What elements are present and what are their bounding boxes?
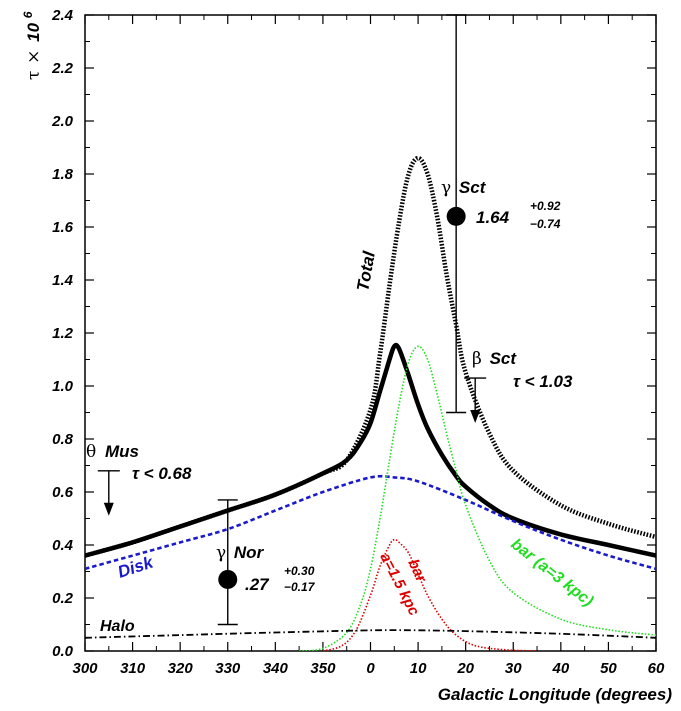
y-tick-label: 2.0 (51, 113, 74, 130)
x-tick-labels: 300 310 320 330 340 350 0 10 20 30 40 50 60 (72, 660, 665, 677)
y-tick-label: 1.0 (52, 378, 74, 395)
gamma-nor-plus: +0.30 (284, 564, 315, 578)
bar-1-5kpc-curve (322, 538, 538, 651)
bar-3kpc-curve (299, 345, 656, 651)
x-tick-label: 60 (648, 660, 665, 677)
x-tick-label: 0 (366, 660, 375, 677)
x-tick-label: 40 (551, 660, 569, 677)
plot-frame (84, 14, 657, 652)
y-tick-label: 0.8 (52, 431, 74, 448)
gamma-nor-value: .27 (245, 575, 270, 594)
y-axis-title: τ × 10 6 (21, 11, 44, 80)
x-tick-label: 10 (410, 660, 427, 677)
x-tick-label: 320 (168, 660, 194, 677)
gamma-nor-point (218, 569, 238, 589)
gamma-nor-minus: −0.17 (284, 580, 316, 594)
disk-curve-label: Disk (115, 552, 156, 582)
beta-sct-label: β Sct (472, 349, 517, 369)
y-tick-label: 2.4 (51, 7, 74, 24)
gamma-sct-plus: +0.92 (530, 199, 561, 213)
y-tick-label: 1.6 (52, 219, 74, 236)
y-tick-label: 2.2 (51, 60, 74, 77)
y-tick-label: 0.4 (52, 537, 74, 554)
x-tick-label: 330 (215, 660, 241, 677)
beta-sct-limit-arrow-head (470, 410, 481, 424)
series-curves (85, 155, 656, 651)
theta-mus-limit: τ < 0.68 (132, 464, 192, 483)
y-tick-labels: 0.0 0.2 0.4 0.6 0.8 1.0 1.2 1.4 1.6 1.8 2.0 2.2 2.4 (51, 7, 74, 660)
beta-sct-limit: τ < 1.03 (513, 372, 573, 391)
combined-model-curve (85, 342, 656, 558)
gamma-sct-label: γ Sct (441, 178, 487, 198)
gamma-sct-value: 1.64 (476, 208, 510, 227)
y-tick-label: 1.2 (52, 325, 74, 342)
x-tick-label: 340 (263, 660, 289, 677)
gamma-sct-minus: −0.74 (530, 217, 561, 231)
total-curve (85, 155, 656, 558)
gamma-sct-point (446, 206, 466, 226)
x-tick-label: 50 (600, 660, 617, 677)
axis-ticks (84, 14, 657, 652)
y-tick-label: 0.0 (52, 643, 74, 660)
y-tick-label: 0.6 (52, 484, 74, 501)
x-tick-label: 350 (310, 660, 336, 677)
x-tick-label: 310 (120, 660, 146, 677)
x-axis-title: Galactic Longitude (degrees) (438, 685, 673, 704)
x-tick-label: 20 (456, 660, 474, 677)
halo-curve-label: Halo (100, 618, 135, 635)
y-tick-label: 1.8 (52, 166, 74, 183)
y-tick-label: 1.4 (52, 272, 74, 289)
total-curve-label: Total (353, 249, 379, 293)
y-tick-label: 0.2 (52, 590, 74, 607)
theta-mus-limit-arrow-head (103, 502, 114, 516)
gamma-nor-label: γ Nor (216, 543, 265, 563)
x-tick-label: 300 (72, 660, 98, 677)
x-tick-label: 30 (505, 660, 522, 677)
measurement-markers (97, 14, 487, 626)
halo-curve (85, 629, 656, 639)
theta-mus-label: θ Mus (86, 442, 139, 462)
disk-curve (85, 474, 656, 571)
